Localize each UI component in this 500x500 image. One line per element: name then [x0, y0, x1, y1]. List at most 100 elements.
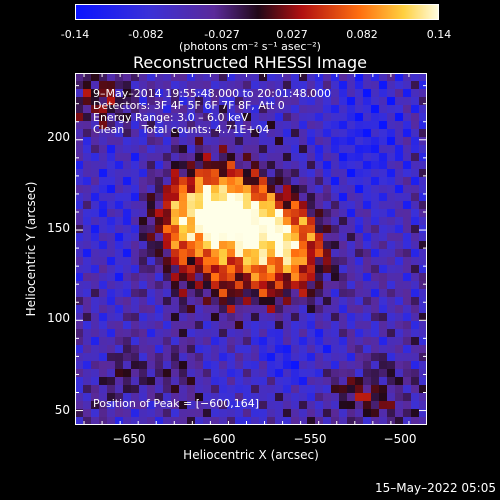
heatmap-cell: [403, 369, 412, 378]
heatmap-cell: [355, 265, 364, 274]
heatmap-cell: [355, 145, 364, 154]
heatmap-cell: [171, 313, 180, 322]
heatmap-cell: [283, 161, 292, 170]
heatmap-cell: [283, 105, 292, 114]
heatmap-cell: [171, 97, 180, 106]
heatmap-cell: [123, 305, 132, 314]
heatmap-cell: [179, 337, 188, 346]
heatmap-cell: [355, 257, 364, 266]
heatmap-cell: [107, 369, 116, 378]
heatmap-cell: [235, 97, 244, 106]
heatmap-cell: [347, 217, 356, 226]
heatmap-cell: [315, 81, 324, 90]
heatmap-cell: [251, 281, 260, 290]
heatmap-cell: [315, 97, 324, 106]
heatmap-cell: [355, 337, 364, 346]
heatmap-cell: [387, 241, 396, 250]
heatmap-cell: [379, 273, 388, 282]
heatmap-cell: [123, 161, 132, 170]
heatmap-cell: [355, 377, 364, 386]
heatmap-cell: [299, 105, 308, 114]
heatmap-cell: [419, 265, 427, 274]
heatmap-cell: [131, 409, 140, 418]
heatmap-cell: [275, 265, 284, 274]
heatmap-cell: [235, 153, 244, 162]
heatmap-cell: [251, 105, 260, 114]
heatmap-cell: [315, 105, 324, 114]
heatmap-cell: [291, 241, 300, 250]
heatmap-cell: [307, 233, 316, 242]
heatmap-cell: [179, 361, 188, 370]
heatmap-cell: [211, 145, 220, 154]
heatmap-cell: [99, 137, 108, 146]
heatmap-cell: [75, 257, 84, 266]
heatmap-cell: [195, 393, 204, 402]
heatmap-cell: [83, 281, 92, 290]
heatmap-cell: [387, 265, 396, 274]
heatmap-cell: [179, 137, 188, 146]
heatmap-cell: [75, 129, 84, 138]
heatmap-cell: [179, 209, 188, 218]
heatmap-cell: [155, 401, 164, 410]
heatmap-cell: [259, 193, 268, 202]
heatmap-cell: [299, 129, 308, 138]
heatmap-cell: [347, 241, 356, 250]
heatmap-cell: [395, 177, 404, 186]
heatmap-cell: [147, 153, 156, 162]
heatmap-cell: [419, 321, 427, 330]
heatmap-cell: [187, 249, 196, 258]
heatmap-cell: [219, 169, 228, 178]
heatmap-cell: [323, 113, 332, 122]
heatmap-cell: [243, 177, 252, 186]
heatmap-cell: [227, 177, 236, 186]
heatmap-cell: [171, 201, 180, 210]
heatmap-cell: [243, 185, 252, 194]
heatmap-cell: [403, 289, 412, 298]
heatmap-cell: [123, 129, 132, 138]
colorbar-units-label: (photons cm⁻² s⁻¹ asec⁻²): [179, 40, 321, 53]
heatmap-cell: [211, 73, 220, 82]
heatmap-cell: [99, 217, 108, 226]
heatmap-cell: [379, 177, 388, 186]
heatmap-cell: [131, 257, 140, 266]
heatmap-cell: [403, 153, 412, 162]
heatmap-cell: [331, 81, 340, 90]
heatmap-cell: [259, 281, 268, 290]
heatmap-cell: [99, 337, 108, 346]
heatmap-cell: [259, 385, 268, 394]
heatmap-cell: [371, 81, 380, 90]
heatmap-cell: [171, 105, 180, 114]
heatmap-cell: [195, 313, 204, 322]
heatmap-cell: [387, 225, 396, 234]
heatmap-cell: [299, 273, 308, 282]
heatmap-cell: [339, 321, 348, 330]
heatmap-cell: [187, 273, 196, 282]
heatmap-cell: [107, 81, 116, 90]
heatmap-cell: [307, 385, 316, 394]
heatmap-cell: [123, 209, 132, 218]
heatmap-cell: [291, 273, 300, 282]
heatmap-cell: [411, 361, 420, 370]
heatmap-cell: [147, 281, 156, 290]
heatmap-cell: [395, 153, 404, 162]
heatmap-cell: [363, 233, 372, 242]
heatmap-cell: [299, 89, 308, 98]
heatmap-cell: [403, 401, 412, 410]
heatmap-cell: [235, 265, 244, 274]
heatmap-cell: [83, 209, 92, 218]
heatmap-cell: [291, 393, 300, 402]
heatmap-cell: [283, 289, 292, 298]
heatmap-cell: [163, 177, 172, 186]
heatmap-cell: [379, 201, 388, 210]
heatmap-cell: [371, 313, 380, 322]
heatmap-cell: [315, 137, 324, 146]
heatmap-cell: [403, 129, 412, 138]
heatmap-cell: [171, 353, 180, 362]
heatmap-cell: [219, 393, 228, 402]
heatmap-cell: [363, 265, 372, 274]
heatmap-cell: [235, 121, 244, 130]
heatmap-cell: [347, 385, 356, 394]
heatmap-cell: [267, 185, 276, 194]
heatmap-cell: [179, 377, 188, 386]
heatmap-cell: [147, 401, 156, 410]
